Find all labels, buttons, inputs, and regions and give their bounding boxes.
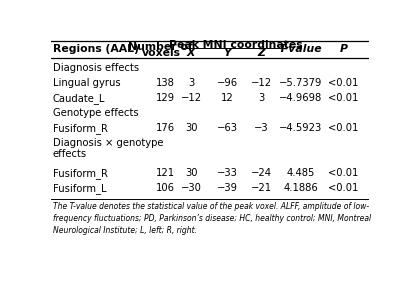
Text: voxels: voxels — [141, 48, 180, 58]
Text: 3: 3 — [257, 93, 263, 103]
Text: Caudate_L: Caudate_L — [53, 93, 105, 104]
Text: −5.7379: −5.7379 — [278, 78, 321, 88]
Text: Lingual gyrus: Lingual gyrus — [53, 78, 120, 88]
Text: 3: 3 — [187, 78, 194, 88]
Text: Number of: Number of — [128, 42, 193, 52]
Text: <0.01: <0.01 — [328, 78, 358, 88]
Text: 106: 106 — [156, 183, 175, 193]
Text: Fusiform_R: Fusiform_R — [53, 123, 108, 134]
Text: P: P — [339, 44, 347, 54]
Text: −4.9698: −4.9698 — [279, 93, 321, 103]
Text: −3: −3 — [253, 123, 267, 133]
Text: Genotype effects: Genotype effects — [53, 108, 138, 118]
Text: <0.01: <0.01 — [328, 123, 358, 133]
Text: −33: −33 — [217, 168, 238, 179]
Text: −12: −12 — [250, 78, 271, 88]
Text: <0.01: <0.01 — [328, 183, 358, 193]
Text: −63: −63 — [217, 123, 238, 133]
Text: −96: −96 — [216, 78, 238, 88]
Text: effects: effects — [53, 150, 87, 160]
Text: 121: 121 — [156, 168, 175, 179]
Text: 129: 129 — [156, 93, 175, 103]
Text: −24: −24 — [250, 168, 271, 179]
Text: 138: 138 — [156, 78, 175, 88]
Text: 176: 176 — [156, 123, 175, 133]
Text: T-value: T-value — [278, 44, 322, 54]
Text: Fusiform_L: Fusiform_L — [53, 183, 106, 194]
Text: −39: −39 — [217, 183, 238, 193]
Text: X: X — [187, 48, 195, 58]
Text: Peak MNI coordinates: Peak MNI coordinates — [169, 40, 301, 50]
Text: 30: 30 — [184, 168, 197, 179]
Text: Y: Y — [223, 48, 231, 58]
Text: Diagnosis × genotype: Diagnosis × genotype — [53, 138, 163, 148]
Text: The T-value denotes the statistical value of the peak voxel. ALFF, amplitude of : The T-value denotes the statistical valu… — [53, 202, 370, 235]
Text: Diagnosis effects: Diagnosis effects — [53, 63, 139, 73]
Text: Regions (AAL): Regions (AAL) — [53, 44, 138, 54]
Text: 12: 12 — [221, 93, 234, 103]
Text: −21: −21 — [250, 183, 271, 193]
Text: −30: −30 — [180, 183, 201, 193]
Text: Fusiform_R: Fusiform_R — [53, 168, 108, 179]
Text: −12: −12 — [180, 93, 201, 103]
Text: 30: 30 — [184, 123, 197, 133]
Text: <0.01: <0.01 — [328, 93, 358, 103]
Text: 4.1886: 4.1886 — [283, 183, 317, 193]
Text: 4.485: 4.485 — [286, 168, 314, 179]
Text: <0.01: <0.01 — [328, 168, 358, 179]
Text: Z: Z — [256, 48, 264, 58]
Text: −4.5923: −4.5923 — [279, 123, 321, 133]
